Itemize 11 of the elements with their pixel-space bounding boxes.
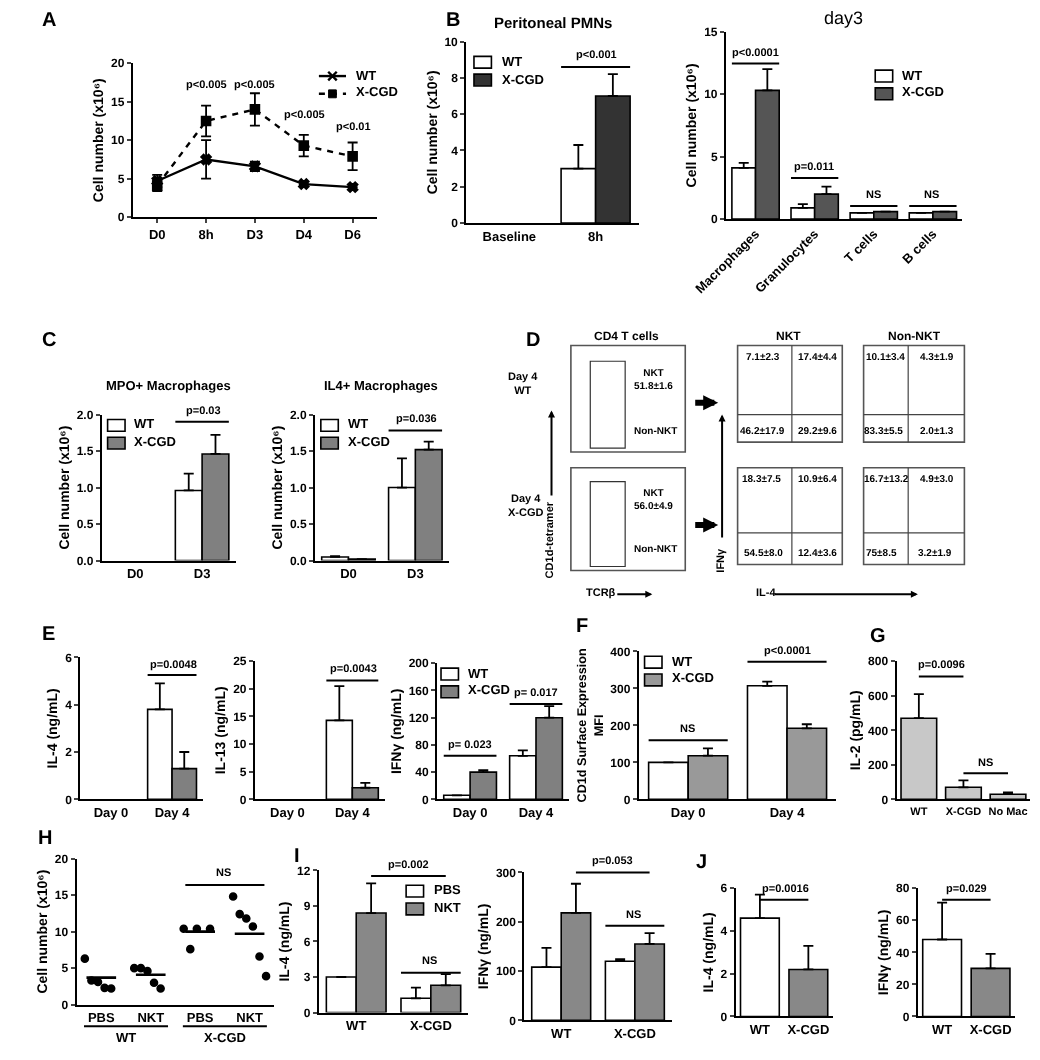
- text: C: [42, 330, 57, 352]
- text: J: [696, 852, 708, 874]
- text: A: [42, 10, 57, 32]
- text: E: [42, 624, 56, 646]
- text: F: [576, 616, 589, 638]
- text: G: [870, 626, 886, 648]
- text: H: [38, 828, 53, 850]
- chart-title: day3: [824, 8, 864, 28]
- text: B: [446, 10, 461, 32]
- text: D: [526, 330, 541, 352]
- text: I: [294, 846, 300, 868]
